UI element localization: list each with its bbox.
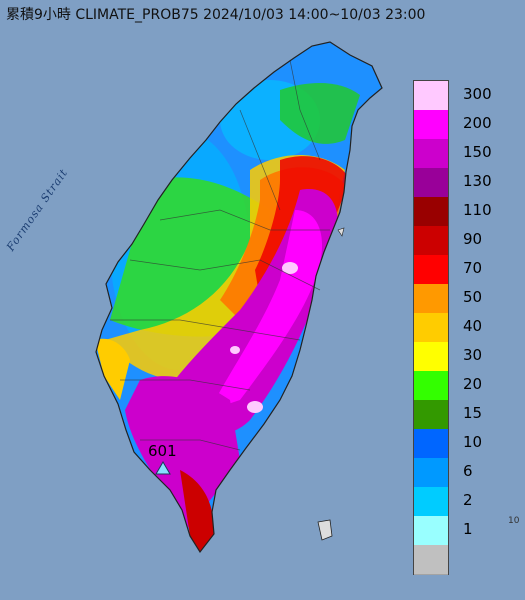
hotspot-2 (282, 262, 298, 274)
legend-swatch (414, 458, 448, 488)
station-label: 601 (148, 442, 177, 460)
legend-swatch (414, 516, 448, 546)
legend-swatch (414, 110, 448, 140)
map-title: 累積9小時 CLIMATE_PROB75 2024/10/03 14:00~10… (6, 7, 426, 23)
legend-label: 130 (463, 172, 492, 190)
legend-label: 15 (463, 404, 483, 422)
legend-swatch (414, 487, 448, 517)
legend-swatch (414, 400, 448, 430)
legend-label: 300 (463, 85, 492, 103)
hotspot-3 (230, 346, 240, 354)
legend-swatch (414, 284, 448, 314)
legend-swatch (414, 197, 448, 227)
legend-swatch (414, 139, 448, 169)
legend-swatch (414, 371, 448, 401)
legend-swatch (414, 545, 448, 575)
legend-label: 90 (463, 230, 483, 248)
station-marker-icon (155, 461, 171, 475)
legend-label: 20 (463, 375, 483, 393)
legend-label: 200 (463, 114, 492, 132)
green-island (317, 519, 333, 541)
legend-swatch (414, 81, 448, 111)
legend-label: 1 (463, 520, 473, 538)
legend-label: 110 (463, 201, 492, 219)
legend-swatch (414, 255, 448, 285)
legend-label: 150 (463, 143, 492, 161)
legend-label: 10 (463, 433, 483, 451)
legend-label: 30 (463, 346, 483, 364)
legend-swatch (414, 168, 448, 198)
hotspot-1 (247, 401, 263, 413)
legend-swatch (414, 429, 448, 459)
legend-label: 40 (463, 317, 483, 335)
legend-swatch (414, 313, 448, 343)
legend-swatch (414, 342, 448, 372)
legend-color-bar (413, 80, 449, 575)
legend-label: 70 (463, 259, 483, 277)
legend-label: 2 (463, 491, 473, 509)
corner-label: 10 (508, 516, 520, 526)
small-islet (337, 227, 345, 237)
legend-label: 6 (463, 462, 473, 480)
legend-label: 50 (463, 288, 483, 306)
legend-swatch (414, 226, 448, 256)
